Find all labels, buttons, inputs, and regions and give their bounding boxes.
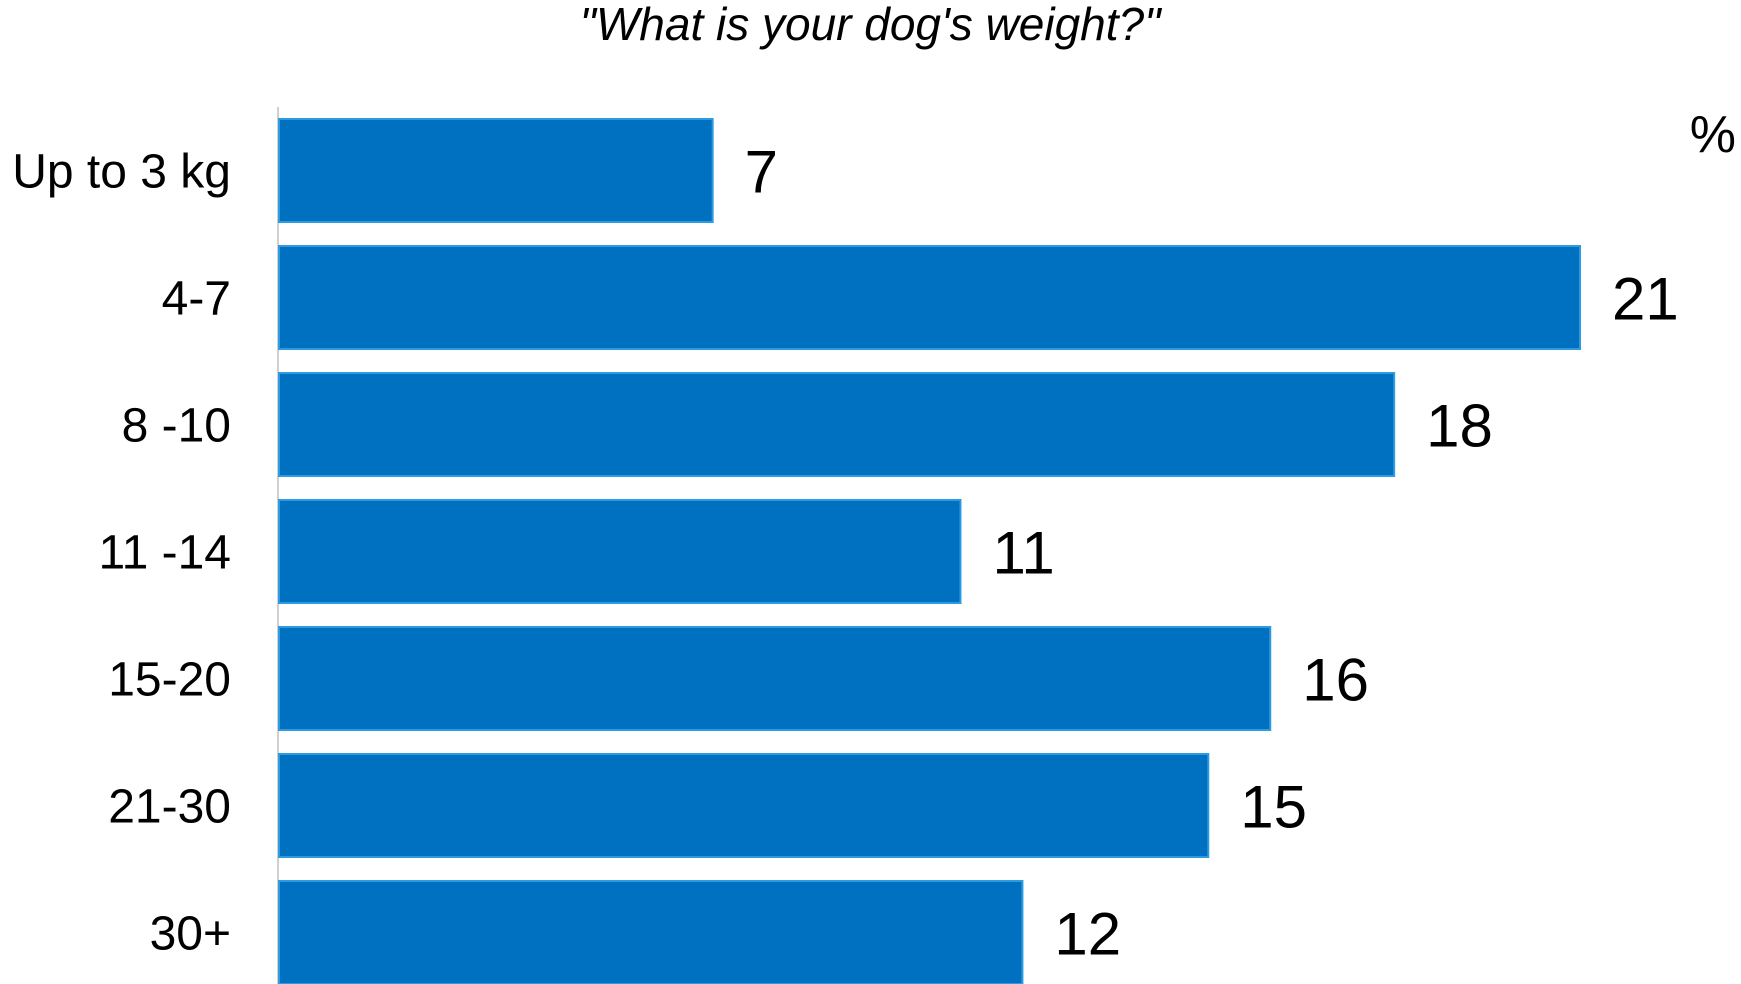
value-labels-group: 7 21 18 11 16 15 12 xyxy=(745,139,1679,968)
category-labels-group: Up to 3 kg 4-7 8 -10 11 -14 15-20 21-30 30+ xyxy=(12,146,231,961)
bar-8-10 xyxy=(278,372,1396,477)
category-label-up-to-3-kg: Up to 3 kg xyxy=(12,146,231,199)
category-label-4-7: 4-7 xyxy=(162,273,231,326)
bars-group xyxy=(278,118,1581,984)
value-label-4-7: 21 xyxy=(1612,266,1679,333)
bar-30 xyxy=(278,880,1024,984)
category-label-8-10: 8 -10 xyxy=(122,400,231,453)
unit-label: % xyxy=(1690,106,1736,164)
category-label-21-30: 21-30 xyxy=(108,781,231,834)
bar-21-30 xyxy=(278,753,1210,858)
bar-11-14 xyxy=(278,499,962,604)
bar-4-7 xyxy=(278,245,1581,350)
value-label-8-10: 18 xyxy=(1426,393,1493,460)
category-label-15-20: 15-20 xyxy=(108,654,231,707)
value-label-up-to-3-kg: 7 xyxy=(745,139,778,206)
value-label-11-14: 11 xyxy=(992,520,1054,587)
chart-title: "What is your dog's weight?" xyxy=(580,0,1164,50)
category-label-30: 30+ xyxy=(150,908,231,961)
value-label-30: 12 xyxy=(1054,901,1121,968)
category-label-11-14: 11 -14 xyxy=(98,527,231,580)
value-label-21-30: 15 xyxy=(1240,774,1307,841)
bar-up-to-3-kg xyxy=(278,118,714,223)
bar-15-20 xyxy=(278,626,1272,731)
value-label-15-20: 16 xyxy=(1302,647,1369,714)
